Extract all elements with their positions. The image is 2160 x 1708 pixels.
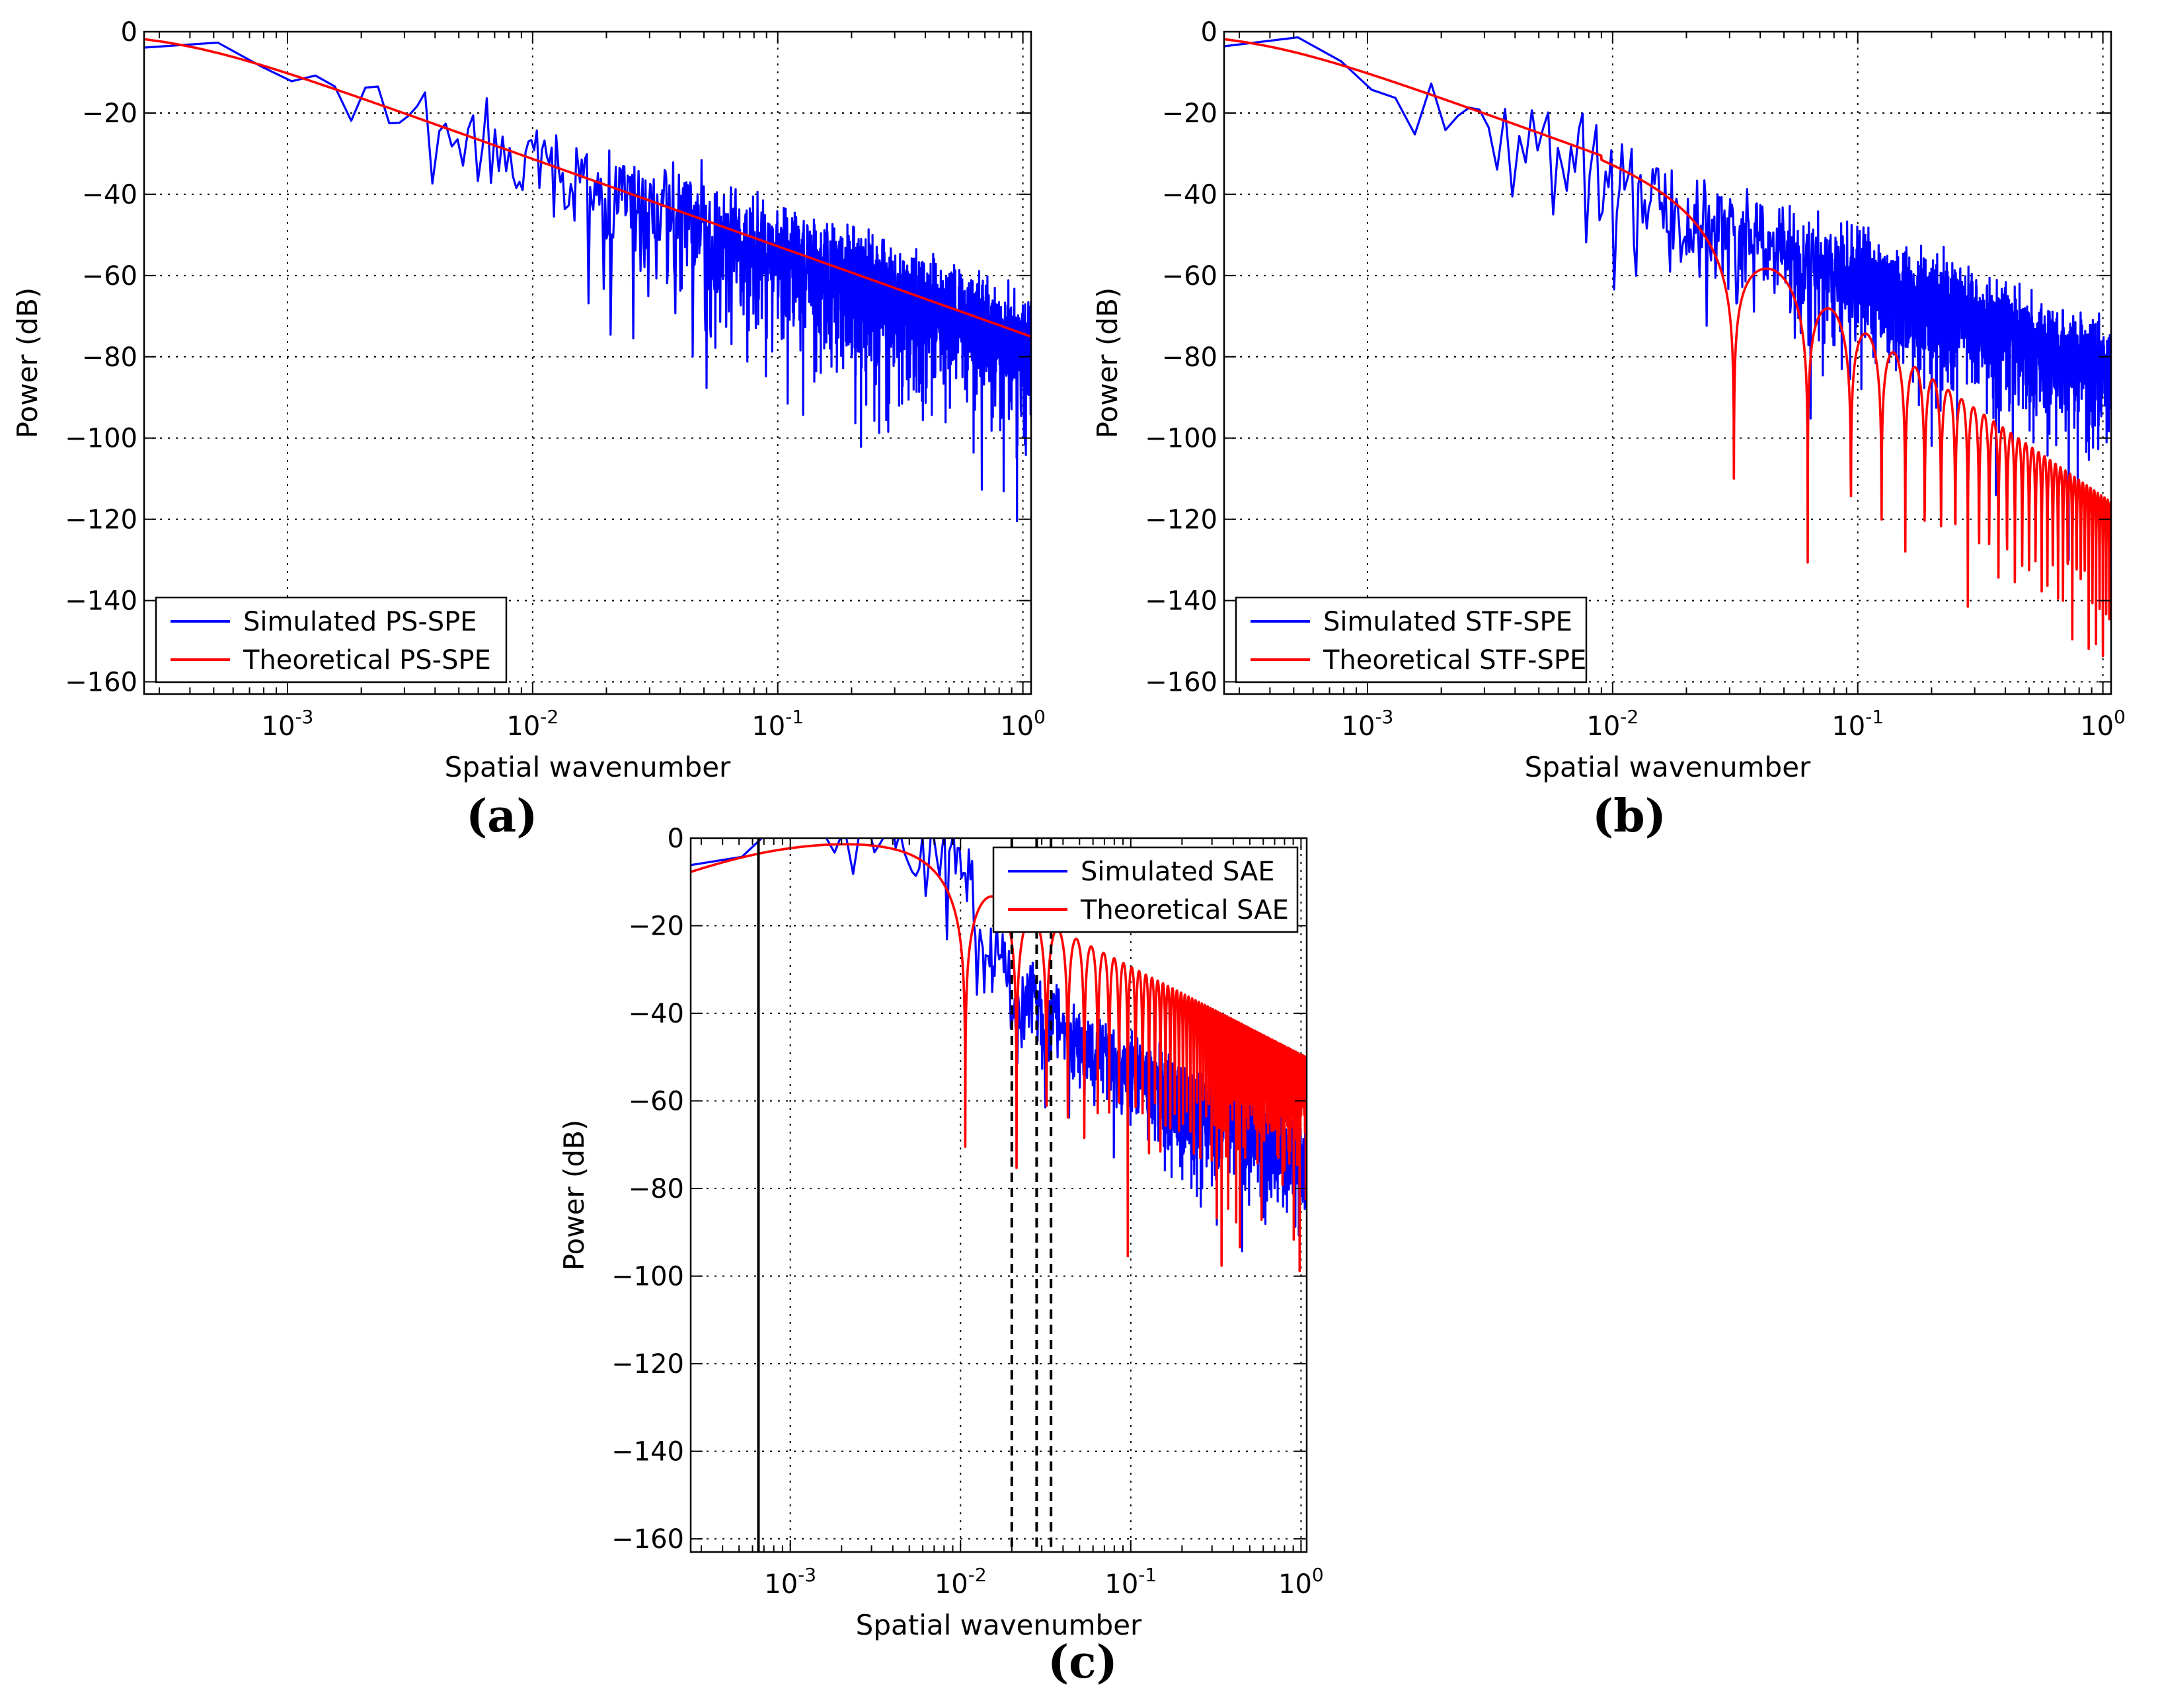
chart-c: 10-3 10-2 10-1 100 0 −20 −40 −60 −80 −100 −120 −140… bbox=[558, 824, 1324, 1641]
x-tick-label: 10-3 bbox=[1342, 706, 1394, 742]
chart-panel-b: 10-3 10-2 10-1 100 0 −20 −40 −60 −80 −100 −120 −140… bbox=[1080, 0, 2160, 853]
y-tick-label: −140 bbox=[1145, 586, 1217, 617]
y-tick-label: −40 bbox=[1162, 180, 1217, 210]
legend: Simulated SAE Theoretical SAE bbox=[992, 846, 1299, 933]
y-tick-label: −120 bbox=[1145, 505, 1217, 535]
y-tick-label: −40 bbox=[629, 999, 684, 1029]
y-tick-label: −120 bbox=[611, 1349, 684, 1379]
y-tick-label: −140 bbox=[611, 1437, 684, 1467]
x-axis-label: Spatial wavenumber bbox=[445, 751, 731, 783]
series-line-stf-simulated bbox=[1224, 36, 2111, 561]
chart-a: 10-3 10-2 10-1 100 0 −20 −40 −60 −80 −100 −120 −140… bbox=[11, 17, 1046, 783]
legend-label: Simulated SAE bbox=[1081, 857, 1275, 887]
legend: Simulated STF-SPE Theoretical STF-SPE bbox=[1235, 596, 1588, 683]
panel-caption-b: (b) bbox=[1592, 790, 1666, 843]
y-tick-label: −100 bbox=[611, 1262, 684, 1292]
y-axis-label: Power (dB) bbox=[11, 288, 44, 439]
y-axis-label: Power (dB) bbox=[558, 1120, 590, 1271]
y-tick-label: −100 bbox=[1145, 424, 1217, 454]
plot-frame bbox=[143, 30, 1032, 695]
y-tick-label: −80 bbox=[82, 342, 137, 373]
plot-frame bbox=[1223, 30, 2112, 695]
legend-label: Simulated PS-SPE bbox=[243, 607, 477, 637]
y-tick-label: −120 bbox=[65, 505, 137, 535]
legend-label: Simulated STF-SPE bbox=[1323, 607, 1572, 637]
x-tick-label: 10-2 bbox=[1586, 706, 1639, 742]
y-axis-label: Power (dB) bbox=[1091, 288, 1124, 439]
grid bbox=[691, 837, 1307, 1552]
legend-label: Theoretical PS-SPE bbox=[243, 645, 491, 676]
plot-frame bbox=[689, 837, 1308, 1553]
panel-caption-c: (c) bbox=[1048, 1636, 1118, 1689]
chart-panel-c: 10-3 10-2 10-1 100 0 −20 −40 −60 −80 −100 −120 −140… bbox=[549, 824, 1613, 1705]
y-tick-label: −20 bbox=[1162, 98, 1217, 129]
series-line-ps-theoretical bbox=[144, 38, 1031, 338]
x-tick-label: 10-2 bbox=[506, 706, 559, 742]
y-tick-label: −100 bbox=[65, 424, 137, 454]
y-tick-label: 0 bbox=[668, 826, 684, 854]
legend-label: Theoretical SAE bbox=[1080, 895, 1289, 925]
x-tick-label: 100 bbox=[2080, 706, 2126, 742]
y-tick-label: −160 bbox=[611, 1524, 684, 1555]
legend-box bbox=[155, 596, 508, 683]
y-tick-label: −160 bbox=[1145, 668, 1217, 698]
series-line-ps-simulated bbox=[144, 41, 1031, 523]
x-tick-label: 10-3 bbox=[262, 706, 314, 742]
chart-panel-a: 10-3 10-2 10-1 100 0 −20 −40 −60 −80 −100 −120 −140… bbox=[0, 0, 1080, 853]
x-tick-label: 100 bbox=[1278, 1564, 1324, 1600]
x-axis-label: Spatial wavenumber bbox=[856, 1609, 1142, 1641]
y-tick-label: −140 bbox=[65, 586, 137, 617]
x-tick-label: 10-1 bbox=[1104, 1564, 1157, 1600]
y-tick-label: 0 bbox=[121, 17, 137, 48]
legend-box bbox=[1235, 596, 1588, 683]
y-tick-label: −160 bbox=[65, 668, 137, 698]
x-tick-label: 10-1 bbox=[752, 706, 804, 742]
series-line-stf-theoretical bbox=[1224, 38, 2111, 658]
legend-box bbox=[992, 846, 1299, 933]
y-tick-label: −20 bbox=[629, 912, 684, 942]
y-tick-label: −60 bbox=[1162, 261, 1217, 291]
y-tick-label: 0 bbox=[1201, 17, 1217, 48]
legend: Simulated PS-SPE Theoretical PS-SPE bbox=[155, 596, 508, 683]
y-tick-label: −20 bbox=[82, 98, 137, 129]
y-tick-label: −60 bbox=[629, 1087, 684, 1117]
x-tick-label: 10-2 bbox=[935, 1564, 987, 1600]
x-tick-label: 10-1 bbox=[1832, 706, 1884, 742]
panel-caption-a: (a) bbox=[466, 790, 538, 843]
y-tick-label: −40 bbox=[82, 180, 137, 210]
y-tick-label: −60 bbox=[82, 261, 137, 291]
chart-b: 10-3 10-2 10-1 100 0 −20 −40 −60 −80 −100 −120 −140… bbox=[1091, 17, 2126, 783]
y-tick-label: −80 bbox=[629, 1174, 684, 1204]
legend-label: Theoretical STF-SPE bbox=[1323, 645, 1586, 676]
y-tick-label: −80 bbox=[1162, 342, 1217, 373]
x-tick-label: 10-3 bbox=[764, 1564, 816, 1600]
x-axis-label: Spatial wavenumber bbox=[1525, 751, 1811, 783]
x-tick-label: 100 bbox=[1000, 706, 1046, 742]
